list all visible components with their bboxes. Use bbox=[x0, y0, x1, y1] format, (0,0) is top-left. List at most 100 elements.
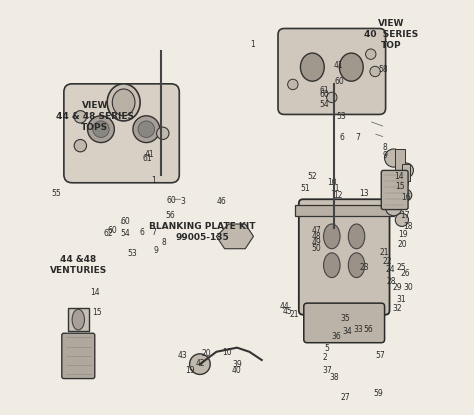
Text: 10: 10 bbox=[327, 178, 337, 187]
Ellipse shape bbox=[324, 224, 340, 249]
Bar bbox=[68, 308, 89, 331]
Text: 21: 21 bbox=[289, 310, 299, 319]
Text: 58: 58 bbox=[379, 65, 388, 74]
Circle shape bbox=[400, 189, 412, 201]
Text: 8: 8 bbox=[382, 143, 387, 152]
Text: 44 &48
VENTURIES: 44 &48 VENTURIES bbox=[50, 255, 107, 275]
Ellipse shape bbox=[88, 116, 114, 143]
Text: 38: 38 bbox=[329, 373, 339, 382]
Text: 28: 28 bbox=[387, 277, 396, 286]
Circle shape bbox=[395, 213, 409, 227]
Circle shape bbox=[74, 111, 87, 123]
Circle shape bbox=[156, 127, 169, 139]
Text: 35: 35 bbox=[340, 314, 350, 323]
Text: 50: 50 bbox=[311, 244, 321, 253]
Text: BLANKING PLATE KIT
99005-135: BLANKING PLATE KIT 99005-135 bbox=[149, 222, 255, 242]
Text: 1: 1 bbox=[151, 176, 156, 185]
Ellipse shape bbox=[133, 116, 160, 143]
Text: 55: 55 bbox=[52, 188, 61, 198]
Text: 40: 40 bbox=[232, 366, 242, 375]
Text: 6: 6 bbox=[139, 228, 144, 237]
Text: 7: 7 bbox=[356, 133, 360, 142]
Text: 60: 60 bbox=[108, 226, 118, 234]
FancyBboxPatch shape bbox=[62, 333, 95, 378]
Circle shape bbox=[327, 92, 337, 103]
Text: 6: 6 bbox=[340, 133, 345, 142]
Text: 41: 41 bbox=[333, 61, 343, 70]
Text: 5: 5 bbox=[324, 344, 329, 353]
Text: 20: 20 bbox=[397, 240, 407, 249]
Bar bbox=[295, 205, 393, 216]
Bar bbox=[399, 178, 405, 192]
Text: 36: 36 bbox=[332, 332, 342, 341]
Text: 23: 23 bbox=[359, 263, 369, 272]
Text: 13: 13 bbox=[359, 188, 369, 198]
Text: 56: 56 bbox=[165, 211, 175, 220]
Text: 9: 9 bbox=[154, 246, 158, 255]
Ellipse shape bbox=[348, 253, 365, 278]
Text: 53: 53 bbox=[127, 249, 137, 258]
Ellipse shape bbox=[348, 224, 365, 249]
Circle shape bbox=[365, 49, 376, 59]
Text: 26: 26 bbox=[401, 269, 410, 278]
Text: 49: 49 bbox=[311, 238, 321, 247]
Text: 44: 44 bbox=[280, 302, 289, 311]
Text: 43: 43 bbox=[178, 351, 187, 359]
Text: 16: 16 bbox=[401, 193, 411, 202]
Text: 61: 61 bbox=[319, 85, 329, 95]
Ellipse shape bbox=[301, 53, 324, 81]
Bar bbox=[395, 149, 405, 171]
Text: VIEW
40  SERIES
TOP: VIEW 40 SERIES TOP bbox=[365, 19, 419, 50]
Text: 47: 47 bbox=[311, 226, 321, 234]
Ellipse shape bbox=[72, 309, 84, 330]
Circle shape bbox=[385, 199, 402, 216]
Ellipse shape bbox=[324, 253, 340, 278]
Circle shape bbox=[395, 176, 409, 189]
Text: 60: 60 bbox=[319, 90, 329, 99]
Text: 10: 10 bbox=[222, 348, 231, 357]
Text: VIEW
44 & 48 SERIES
TOPS: VIEW 44 & 48 SERIES TOPS bbox=[56, 101, 134, 132]
Ellipse shape bbox=[112, 89, 135, 116]
Ellipse shape bbox=[339, 53, 363, 81]
Text: 7: 7 bbox=[151, 228, 156, 237]
Text: 24: 24 bbox=[385, 265, 395, 274]
Text: 15: 15 bbox=[395, 182, 405, 191]
Text: 51: 51 bbox=[300, 184, 310, 193]
Text: 14: 14 bbox=[90, 288, 100, 296]
Text: 39: 39 bbox=[232, 360, 242, 369]
Circle shape bbox=[74, 139, 87, 152]
Text: 20: 20 bbox=[201, 349, 211, 358]
Text: 21: 21 bbox=[380, 248, 389, 257]
Polygon shape bbox=[217, 224, 254, 249]
Text: 56: 56 bbox=[363, 325, 373, 334]
Text: 9: 9 bbox=[383, 151, 388, 161]
Text: 57: 57 bbox=[375, 351, 385, 359]
Ellipse shape bbox=[107, 84, 140, 121]
Bar bbox=[402, 164, 410, 181]
Text: 17: 17 bbox=[401, 211, 410, 220]
Text: 19: 19 bbox=[398, 230, 408, 239]
Text: 42: 42 bbox=[196, 359, 206, 368]
Text: 27: 27 bbox=[340, 393, 350, 403]
Text: 19: 19 bbox=[185, 366, 194, 375]
Text: 46: 46 bbox=[217, 197, 226, 206]
Text: 22: 22 bbox=[383, 256, 392, 266]
Text: 60: 60 bbox=[334, 77, 344, 86]
Text: 18: 18 bbox=[403, 222, 413, 231]
Text: 30: 30 bbox=[403, 283, 413, 293]
Text: 33: 33 bbox=[354, 325, 364, 334]
Text: 60: 60 bbox=[167, 195, 177, 205]
Text: 31: 31 bbox=[396, 295, 406, 303]
Circle shape bbox=[399, 163, 413, 178]
Circle shape bbox=[288, 79, 298, 90]
FancyBboxPatch shape bbox=[381, 171, 408, 210]
FancyBboxPatch shape bbox=[278, 29, 386, 115]
Text: 60: 60 bbox=[120, 217, 130, 227]
Text: 11: 11 bbox=[330, 184, 340, 193]
Ellipse shape bbox=[138, 121, 155, 137]
Text: 34: 34 bbox=[343, 327, 352, 336]
Text: 15: 15 bbox=[92, 308, 101, 317]
Ellipse shape bbox=[93, 121, 109, 137]
Text: 37: 37 bbox=[322, 366, 332, 375]
Text: 1: 1 bbox=[250, 40, 255, 49]
